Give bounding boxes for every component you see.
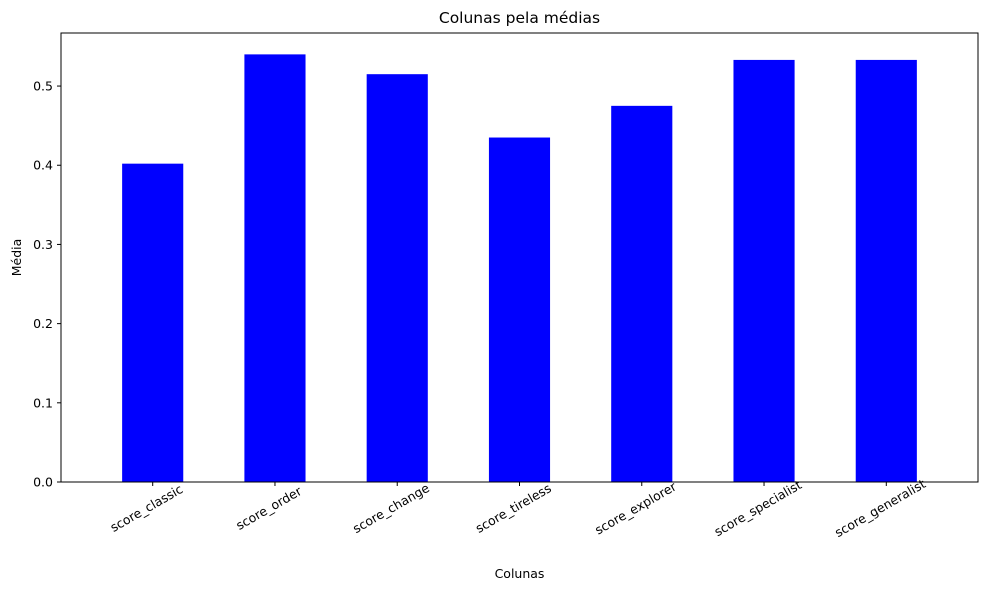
x-tick-label: score_explorer <box>592 478 679 537</box>
x-axis-label: Colunas <box>495 566 545 581</box>
bar-score_classic <box>122 163 184 482</box>
bar-score_specialist <box>733 59 795 483</box>
bar-score_generalist <box>855 59 917 483</box>
x-tick-label: score_tireless <box>473 480 554 535</box>
x-tick-label: score_specialist <box>711 477 804 539</box>
bar-score_explorer <box>611 105 673 482</box>
x-tick-label: score_change <box>350 480 432 536</box>
y-tick-label: 0.4 <box>33 158 53 173</box>
y-axis-label: Média <box>9 239 24 277</box>
y-tick-label: 0.5 <box>33 79 53 94</box>
bars-layer <box>122 54 917 483</box>
y-tick-label: 0.1 <box>33 395 53 410</box>
chart-title: Colunas pela médias <box>439 9 600 27</box>
y-tick-label: 0.2 <box>33 316 53 331</box>
y-tick-label: 0.3 <box>33 237 53 252</box>
x-tick-label: score_classic <box>108 481 186 535</box>
x-tick-label: score_generalist <box>832 476 928 540</box>
bar-score_tireless <box>488 137 551 482</box>
x-tick-label: score_order <box>233 483 305 533</box>
bar-score_change <box>366 74 428 483</box>
x-axis-ticks: score_classic score_order score_change scor… <box>108 476 929 540</box>
y-axis-ticks: 0.0 0.1 0.2 0.3 0.4 0.5 <box>33 79 61 490</box>
y-tick-label: 0.0 <box>33 475 53 490</box>
bar-score_order <box>244 54 306 482</box>
